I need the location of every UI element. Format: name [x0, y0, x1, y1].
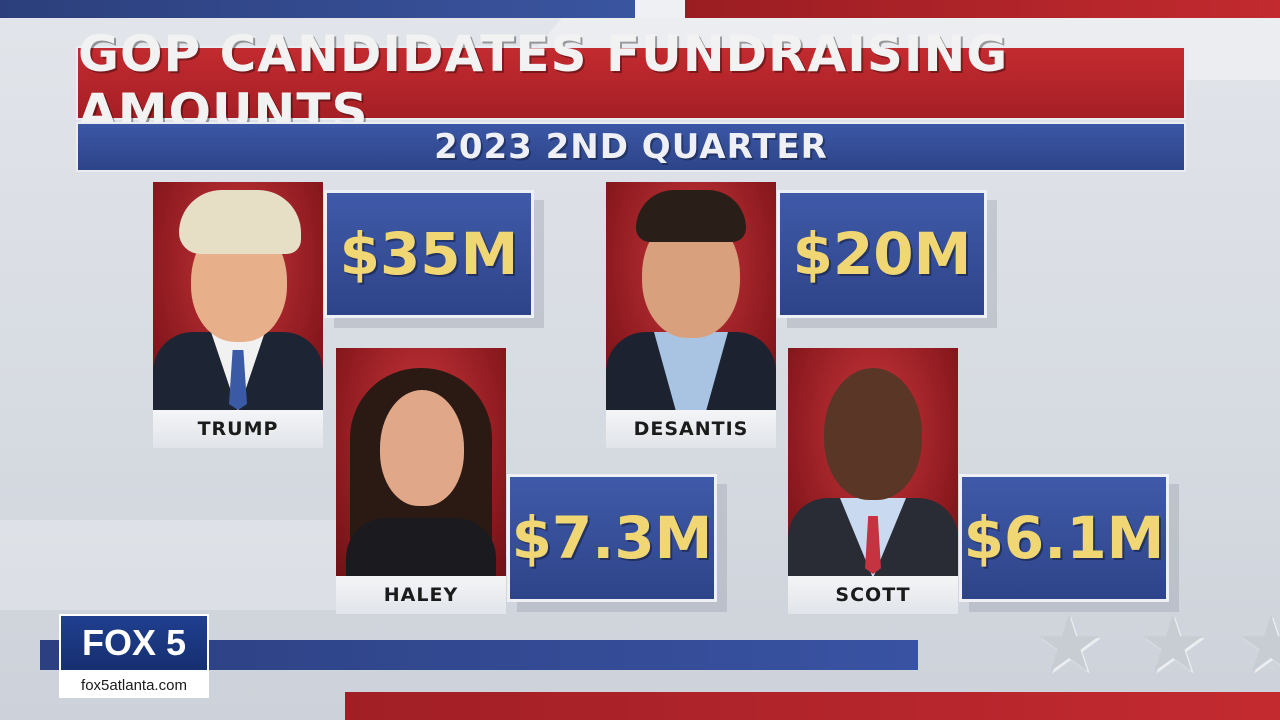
- candidate-amount-haley: $7.3M: [507, 474, 717, 602]
- station-logo: FOX 5 fox5atlanta.com: [59, 614, 209, 700]
- candidate-card-trump: TRUMP: [153, 182, 323, 448]
- bottom-red-stripe: [345, 692, 1280, 720]
- candidate-name: HALEY: [336, 576, 506, 614]
- candidate-photo-scott: [788, 348, 958, 576]
- graphic-subtitle: 2023 2ND QUARTER: [76, 122, 1186, 172]
- star-icon: ★: [1138, 600, 1208, 690]
- face: [824, 368, 922, 500]
- hair: [179, 190, 301, 254]
- graphic-title: GOP CANDIDATES FUNDRAISING AMOUNTS: [76, 25, 1186, 141]
- tie: [865, 516, 881, 574]
- face: [380, 390, 464, 506]
- candidate-card-haley: HALEY: [336, 348, 506, 614]
- star-icon: ★: [1236, 600, 1280, 690]
- top-blue-stripe: [0, 0, 635, 18]
- station-website: fox5atlanta.com: [59, 672, 209, 698]
- candidate-amount-desantis: $20M: [777, 190, 987, 318]
- candidate-amount-trump: $35M: [324, 190, 534, 318]
- logo-text: FOX 5: [59, 614, 209, 672]
- top: [346, 518, 496, 576]
- top-red-stripe: [685, 0, 1280, 18]
- tie: [229, 350, 247, 410]
- candidate-name: SCOTT: [788, 576, 958, 614]
- candidate-name: TRUMP: [153, 410, 323, 448]
- candidate-photo-trump: [153, 182, 323, 410]
- candidate-card-desantis: DESANTIS: [606, 182, 776, 448]
- candidate-photo-haley: [336, 348, 506, 576]
- top-white-stripe: [635, 0, 685, 18]
- candidate-photo-desantis: [606, 182, 776, 410]
- candidate-card-scott: SCOTT: [788, 348, 958, 614]
- candidate-name: DESANTIS: [606, 410, 776, 448]
- candidate-amount-scott: $6.1M: [959, 474, 1169, 602]
- hair: [636, 190, 746, 242]
- star-icon: ★: [1034, 600, 1104, 690]
